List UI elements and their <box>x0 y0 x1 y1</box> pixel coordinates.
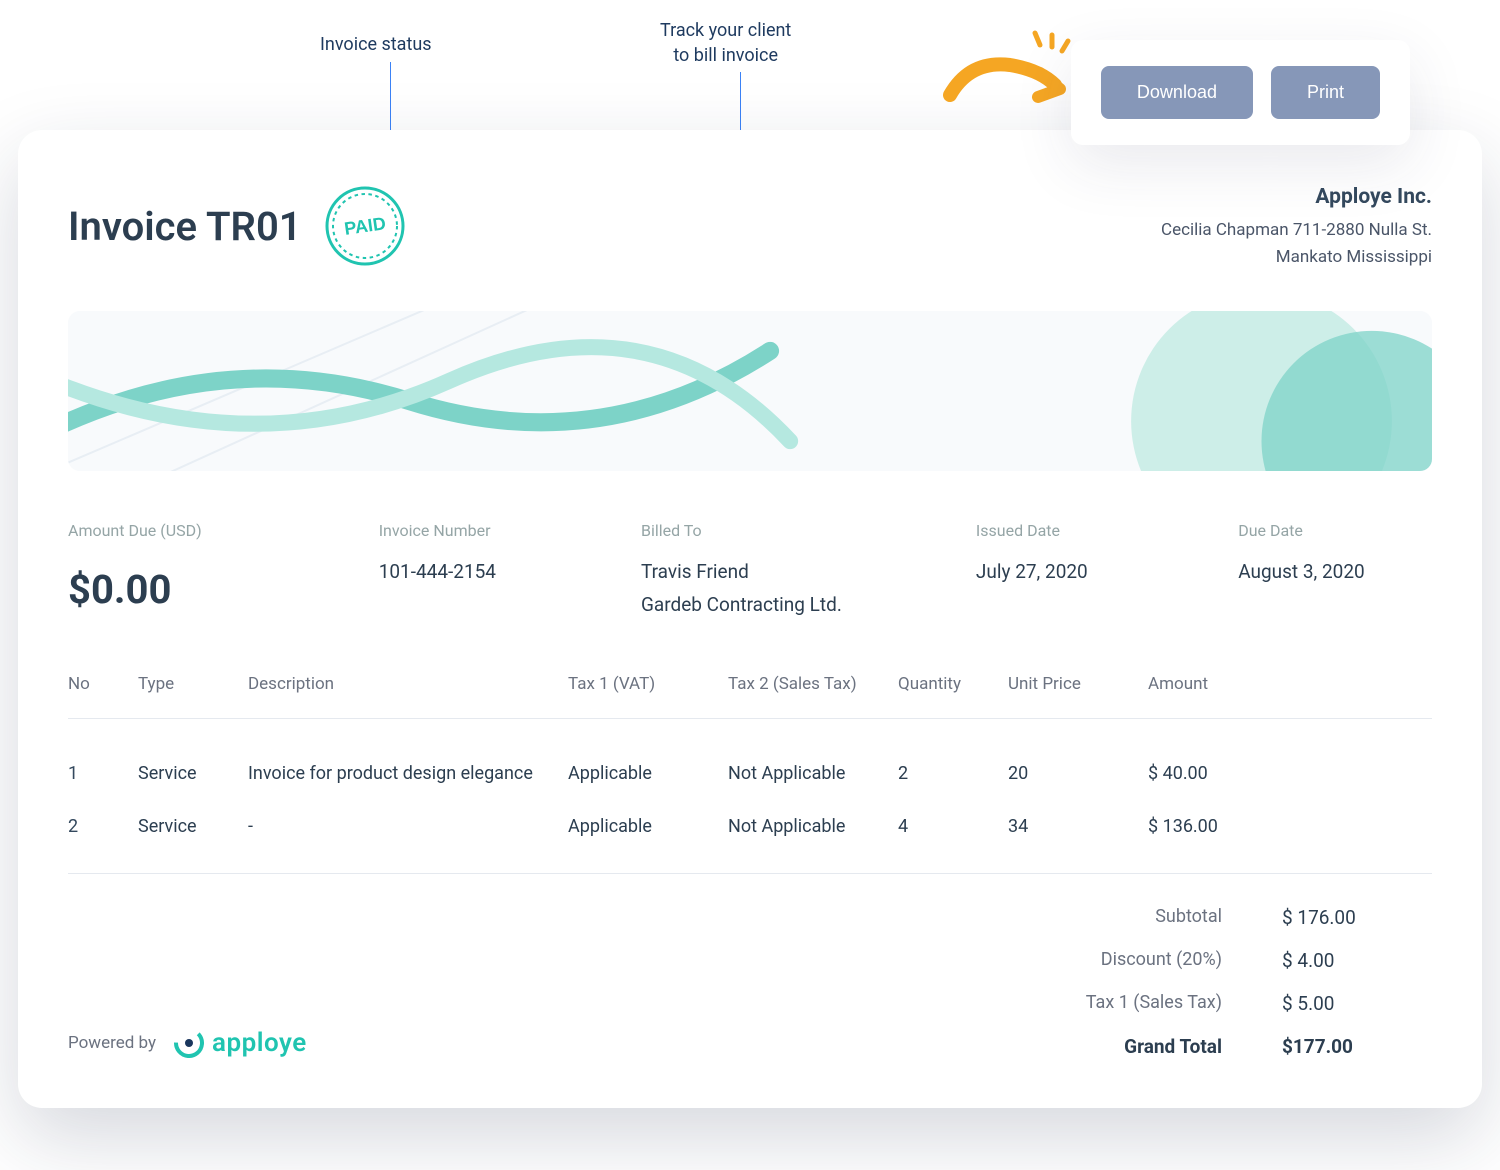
apploye-logo-icon <box>174 1028 204 1058</box>
brand-logo: apploye <box>174 1028 307 1058</box>
billed-to-label: Billed To <box>641 521 956 540</box>
cell-tax1: Applicable <box>568 763 728 784</box>
download-button[interactable]: Download <box>1101 66 1253 119</box>
paid-stamp-icon: PAID <box>324 185 406 267</box>
discount-value: $ 4.00 <box>1282 949 1432 972</box>
invoice-number-value: 101-444-2154 <box>379 556 621 588</box>
invoice-number-label: Invoice Number <box>379 521 621 540</box>
col-unit: Unit Price <box>1008 674 1148 694</box>
subtotal-value: $ 176.00 <box>1282 906 1432 929</box>
svg-text:PAID: PAID <box>343 213 387 239</box>
col-amount: Amount <box>1148 674 1278 694</box>
cell-tax2: Not Applicable <box>728 816 898 837</box>
cell-amount: $ 40.00 <box>1148 763 1278 784</box>
invoice-card: Invoice TR01 PAID Apploye Inc. Cecilia C… <box>18 130 1482 1108</box>
company-address-1: Cecilia Chapman 711-2880 Nulla St. <box>1161 217 1432 244</box>
invoice-title: Invoice TR01 <box>68 203 302 250</box>
cell-desc: - <box>248 816 568 837</box>
cell-tax2: Not Applicable <box>728 763 898 784</box>
issued-date-label: Issued Date <box>976 521 1218 540</box>
discount-label: Discount (20%) <box>1086 949 1222 972</box>
cell-unit: 20 <box>1008 763 1148 784</box>
amount-due-value: $0.00 <box>68 556 359 624</box>
arrow-decoration <box>940 25 1080 125</box>
table-header: No Type Description Tax 1 (VAT) Tax 2 (S… <box>68 674 1432 719</box>
cell-unit: 34 <box>1008 816 1148 837</box>
company-name: Apploye Inc. <box>1161 185 1432 209</box>
cell-type: Service <box>138 763 248 784</box>
tax-value: $ 5.00 <box>1282 992 1432 1015</box>
annotation-status-label: Invoice status <box>320 32 432 57</box>
cell-tax1: Applicable <box>568 816 728 837</box>
grand-total-value: $177.00 <box>1282 1035 1432 1058</box>
amount-due-label: Amount Due (USD) <box>68 521 359 540</box>
cell-qty: 2 <box>898 763 1008 784</box>
col-type: Type <box>138 674 248 694</box>
billed-to-company: Gardeb Contracting Ltd. <box>641 589 956 621</box>
print-button[interactable]: Print <box>1271 66 1380 119</box>
col-tax2: Tax 2 (Sales Tax) <box>728 674 898 694</box>
cell-amount: $ 136.00 <box>1148 816 1278 837</box>
tax-label: Tax 1 (Sales Tax) <box>1086 992 1222 1015</box>
company-address-2: Mankato Mississippi <box>1161 244 1432 271</box>
due-date-value: August 3, 2020 <box>1238 556 1432 588</box>
decorative-banner <box>68 311 1432 471</box>
annotation-billed-label: Track your client to bill invoice <box>660 18 791 68</box>
issued-date-value: July 27, 2020 <box>976 556 1218 588</box>
col-qty: Quantity <box>898 674 1008 694</box>
powered-by-label: Powered by <box>68 1033 156 1053</box>
table-row: 2Service-ApplicableNot Applicable434$ 13… <box>68 800 1432 853</box>
due-date-label: Due Date <box>1238 521 1432 540</box>
subtotal-label: Subtotal <box>1086 906 1222 929</box>
cell-no: 1 <box>68 763 138 784</box>
grand-total-label: Grand Total <box>1086 1035 1222 1058</box>
col-tax1: Tax 1 (VAT) <box>568 674 728 694</box>
cell-type: Service <box>138 816 248 837</box>
table-row: 1ServiceInvoice for product design elega… <box>68 747 1432 800</box>
cell-desc: Invoice for product design elegance <box>248 763 568 784</box>
action-buttons-panel: Download Print <box>1071 40 1410 145</box>
col-no: No <box>68 674 138 694</box>
cell-qty: 4 <box>898 816 1008 837</box>
col-desc: Description <box>248 674 568 694</box>
cell-no: 2 <box>68 816 138 837</box>
billed-to-name: Travis Friend <box>641 556 956 588</box>
brand-text: apploye <box>212 1028 307 1058</box>
